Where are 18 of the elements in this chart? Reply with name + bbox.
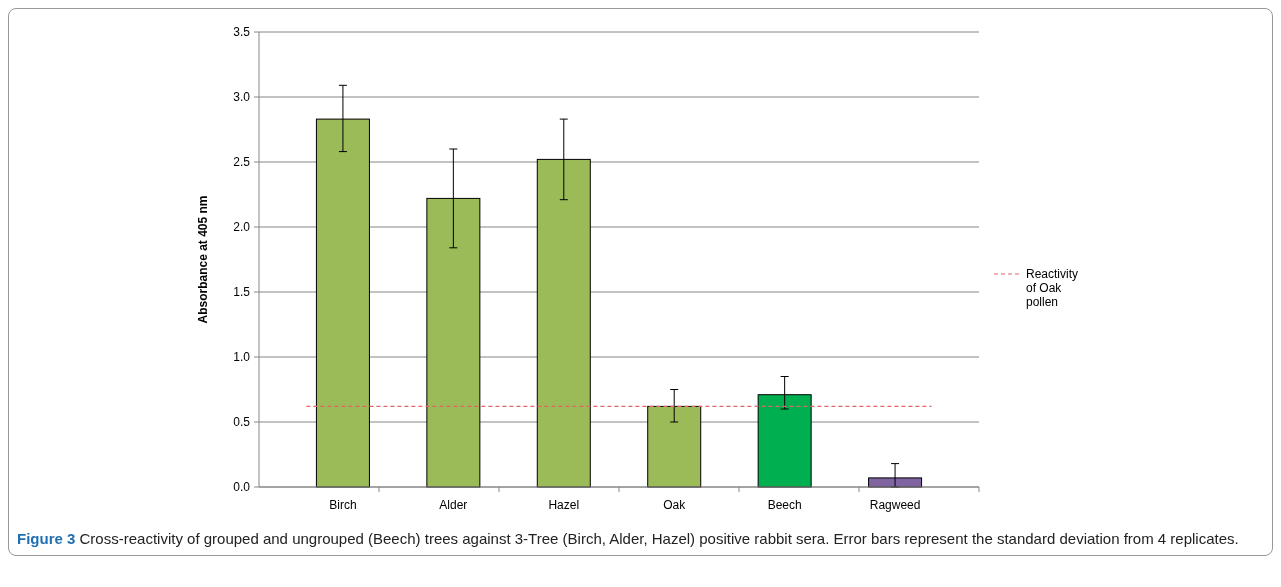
y-tick-label: 0.0	[233, 480, 251, 495]
y-tick-label: 1.0	[233, 350, 251, 365]
x-tick-label: Alder	[439, 498, 468, 512]
caption: Figure 3	[17, 530, 76, 547]
legend-label: Reactivity of Oak pollen	[1026, 267, 1079, 310]
x-tick-label: Oak	[663, 498, 687, 512]
y-axis-title: Absorbance at 405 nm	[196, 195, 210, 324]
x-tick-label: Beech	[767, 498, 802, 512]
y-tick-label: 2.0	[233, 220, 251, 235]
x-tick-label: Ragweed	[869, 498, 921, 512]
y-tick-label: 3.0	[233, 90, 251, 105]
x-tick-label: Hazel	[548, 498, 580, 512]
y-tick-label: 1.5	[233, 285, 251, 300]
y-tick-label: 2.5	[233, 155, 251, 170]
y-tick-label: 3.5	[233, 25, 251, 40]
y-tick-label: 0.5	[233, 415, 251, 430]
text: Cross-reactivity of grouped and ungrouped (Beech) trees against 3-Tree (Birch, Alder, Hazel) positive rabbit sera. Error bars represent the standard deviation from 4 replicates.	[79, 530, 1239, 547]
x-tick-label: Birch	[329, 498, 357, 512]
